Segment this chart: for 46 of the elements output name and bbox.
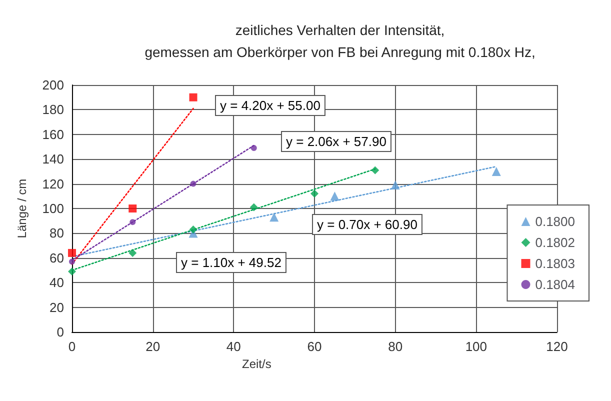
y-tick-label: 60 — [50, 250, 64, 266]
point — [128, 204, 137, 212]
annotation: y = 1.10x + 49.52 — [181, 255, 282, 270]
point — [68, 248, 76, 257]
y-tick-label: 20 — [50, 300, 64, 315]
x-tick-label: 80 — [388, 339, 403, 354]
x-tick-label: 60 — [307, 339, 322, 354]
point — [128, 248, 137, 257]
legend-label: 0.1800 — [535, 214, 576, 229]
point — [371, 166, 380, 174]
point — [390, 180, 400, 190]
x-tick-label: 40 — [226, 339, 241, 354]
legend-label: 0.1804 — [535, 277, 576, 292]
chart-title: zeitliches Verhalten der Intensität, gemessen am Oberkörper von FB bei Anregung mit 0.180x Hz, — [144, 22, 536, 60]
x-tick-label: 20 — [146, 339, 160, 354]
annotation: y = 4.20x + 55.00 — [220, 98, 320, 113]
legend-label: 0.1802 — [535, 235, 576, 250]
point — [190, 180, 196, 187]
annotation: y = 0.70x + 60.90 — [317, 217, 418, 232]
point — [492, 166, 501, 176]
y-tick-label: 140 — [42, 152, 64, 167]
x-axis-title: Zeit/s — [242, 357, 272, 371]
point — [310, 190, 318, 198]
legend-label: 0.1803 — [535, 256, 576, 271]
y-tick-label: 200 — [42, 78, 64, 92]
y-tick-label: 80 — [50, 226, 64, 241]
y-tick-label: 120 — [42, 176, 64, 192]
point — [189, 93, 198, 102]
point — [69, 258, 75, 265]
x-tick-label: 120 — [546, 339, 568, 354]
y-tick-label: 160 — [42, 126, 64, 142]
x-tick-label: 100 — [465, 339, 488, 354]
x-tick-label: 0 — [68, 339, 76, 354]
y-tick-label: 100 — [42, 201, 64, 216]
y-tick-label: 40 — [50, 275, 64, 290]
point — [330, 192, 340, 201]
point — [250, 203, 258, 212]
point — [68, 267, 76, 276]
annotation: y = 2.06x + 57.90 — [286, 134, 386, 149]
y-axis-title: Länge / cm — [15, 178, 29, 238]
point — [270, 212, 279, 222]
y-tick-label: 0 — [56, 324, 64, 340]
point — [189, 225, 198, 234]
point — [250, 144, 257, 151]
point — [130, 219, 136, 226]
y-tick-label: 180 — [42, 102, 64, 118]
